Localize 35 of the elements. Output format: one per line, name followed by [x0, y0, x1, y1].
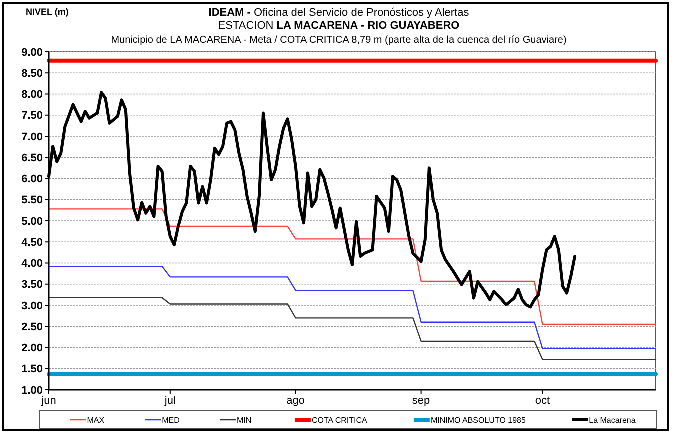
x-tick-label: jun — [40, 395, 56, 407]
line-series — [48, 266, 657, 350]
y-tick-label: 3.00 — [22, 300, 43, 312]
y-tick-label: 2.00 — [22, 342, 43, 355]
text: Municipio de LA MACARENA - Meta / COTA CRITICA 8,79 m (parte alta de la cuenca del río Guaviare) — [111, 35, 567, 46]
y-tick-label: 5.50 — [22, 194, 43, 207]
legend-label: MED — [162, 416, 180, 425]
chart-title: IDEAM - Oficina del Servicio de Pronósticos y Alertas — [208, 7, 470, 19]
legend-label: COTA CRITICA — [312, 416, 368, 425]
y-axis-title: NIVEL (m) — [26, 7, 69, 17]
legend-label: MINIMO ABSOLUTO 1985 — [430, 416, 526, 425]
y-tick-label: 6.50 — [22, 152, 43, 164]
y-tick-label: 5.00 — [22, 216, 43, 228]
y-tick-label: 1.00 — [22, 384, 43, 397]
y-tick-label: 8.50 — [22, 68, 43, 80]
line-series — [48, 297, 657, 360]
y-tick-label: 9.00 — [22, 46, 43, 59]
y-tick-label: 7.00 — [22, 131, 43, 144]
y-tick-label: 2.50 — [22, 321, 43, 334]
x-tick-label: jul — [164, 395, 176, 407]
y-tick-label: 6.00 — [22, 174, 43, 186]
x-tick-label: sep — [412, 395, 430, 407]
y-tick-label: 7.50 — [22, 110, 43, 122]
line-series — [48, 208, 657, 326]
y-tick-label: 3.50 — [22, 279, 43, 292]
y-tick-label: 4.00 — [22, 258, 43, 270]
legend-label: MAX — [87, 416, 106, 425]
y-tick-label: 1.50 — [22, 364, 43, 376]
y-tick-label: 4.50 — [22, 236, 43, 249]
y-tick-label: 8.00 — [22, 89, 43, 102]
x-tick-label: ago — [286, 395, 306, 407]
legend-label: MIN — [237, 416, 252, 425]
legend-label: La Macarena — [589, 416, 636, 425]
chart-subtitle: ESTACION LA MACARENA - RIO GUAYABERO — [218, 20, 460, 32]
x-tick-label: oct — [535, 395, 550, 407]
